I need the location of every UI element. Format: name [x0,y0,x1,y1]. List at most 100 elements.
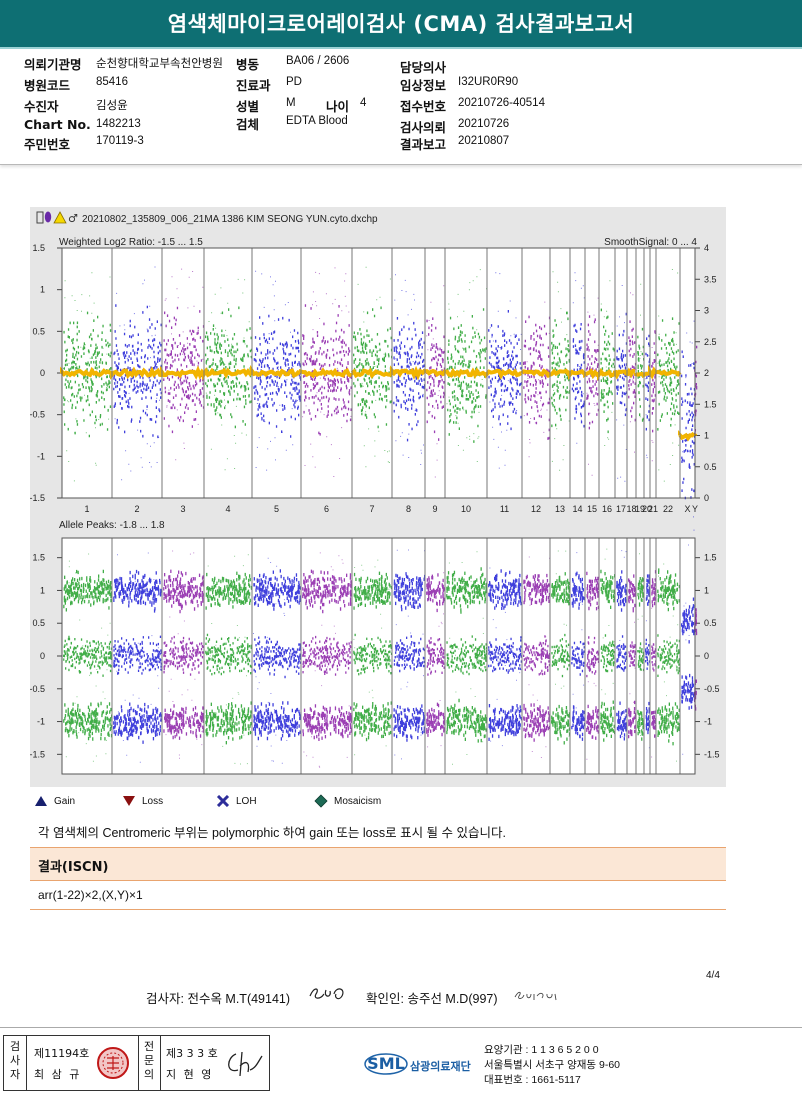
legend-loss: Loss [122,790,163,812]
allele-peak-points [353,701,392,742]
warning-icon [53,211,67,224]
log2-outliers [489,272,522,469]
allele-outliers [353,559,390,756]
smooth-signal [390,365,426,381]
allele-peak-points [393,635,425,673]
allele-outliers [448,551,484,765]
log2-points [657,317,680,431]
allele-outliers [616,550,627,738]
org-phone: 대표번호 : 1661-5117 [484,1074,581,1086]
footer: 검사자 제11194호 최 삼 규 전문의 제3 3 3 호 지 현 영 SML… [0,1027,802,1098]
chromosome-label: 8 [406,504,411,514]
log2-points [446,308,487,443]
allele-peak-points [600,569,616,609]
bottom-right-tick: 1.5 [704,553,717,563]
allele-peak-points [302,569,353,614]
allele-peak-points [488,704,523,741]
allele-peak-points [446,635,488,676]
top-left-tick: -1 [37,451,45,461]
specialist-signature-image [228,1051,263,1077]
value-sex: M [286,97,296,109]
allele-outliers [637,553,643,736]
allele-peak-points [393,704,426,742]
stamp-label-tester: 검사자 [9,1040,21,1081]
log2-outliers [355,266,391,468]
value-request-date: 20210726 [458,118,510,130]
chromosome-label: 11 [500,504,509,514]
log2-ratio-plot: 1.510.50-0.5-1-1.543.532.521.510.501 2 3 4 5… [30,243,717,531]
value-chart-no: 1482213 [96,118,141,130]
allele-outliers [302,552,350,768]
log2-outliers [651,347,654,462]
allele-peak-points [353,571,393,610]
log2-points [645,334,651,431]
label-physician: 담당의사 [400,60,447,75]
bottom-left-tick: 0 [40,651,45,661]
value-specimen: EDTA Blood [286,115,348,127]
confirmer-signature-image [514,991,557,1001]
patient-info: 의뢰기관명 순천향대학교부속천안병원 병원코드 85416 수진자 김성윤 Ch… [0,49,802,165]
allele-peak-points [600,634,615,673]
log2-outliers [645,355,650,459]
allele-outliers [253,557,297,764]
allele-peak-points [600,700,616,742]
legend-mosaicism: Mosaicism [314,790,381,812]
smooth-signal [597,367,617,382]
label-chart-no: Chart No. [24,117,91,132]
smooth-signal [654,369,682,377]
stamp-name-2: 지 현 영 [166,1068,214,1081]
legend-loss-label: Loss [142,795,164,807]
log2-points [205,306,253,429]
value-hospital-code: 85416 [96,76,128,88]
allele-peak-points [645,574,650,606]
chromosome-label: Y [692,504,698,514]
plot-filename: 20210802_135809_006_21MA 1386 KIM SEONG … [82,214,378,225]
tester-signature-image [309,988,344,1000]
log2-outliers [572,272,585,444]
smooth-signal [678,429,696,442]
chromosome-label: 3 [180,504,185,514]
top-right-tick: 1.5 [704,399,717,409]
bottom-left-tick: -1.5 [30,749,45,759]
label-requesting-institution: 의뢰기관명 [24,57,82,72]
allele-outliers [489,567,522,747]
marker-icon [44,211,52,223]
gain-icon [35,796,47,806]
smooth-signal [60,366,113,378]
label-report-date: 결과보고 [400,137,447,152]
log2-points [63,311,112,438]
allele-peak-points [651,643,657,672]
top-right-tick: 1 [704,431,709,441]
allele-outliers [651,578,656,758]
chromosome-label: 18 [626,504,636,514]
log2-outliers [255,270,298,471]
label-hospital-code: 병원코드 [24,78,71,93]
allele-peak-points [426,702,446,737]
smooth-signal [202,367,254,381]
chromosome-label: X [684,504,690,514]
top-left-tick: -1.5 [30,493,45,503]
chromosome-label: 1 [84,504,89,514]
chromosome-label: 21 [648,504,658,514]
smooth-signal [299,367,352,379]
weighted-log2-label: Weighted Log2 Ratio: -1.5 ... 1.5 [59,237,203,248]
cma-plot: ♂ 20210802_135809_006_21MA 1386 KIM SEON… [30,211,720,775]
bottom-right-tick: 0.5 [704,618,717,628]
top-right-tick: 4 [704,243,709,253]
label-accession-no: 접수번호 [400,99,447,114]
male-icon: ♂ [68,212,78,225]
log2-outliers [426,285,445,478]
chromosome-label: 7 [369,504,374,514]
org-name: 삼광의료재단 [410,1060,471,1073]
allele-peak-points [551,704,571,745]
allele-peak-points [637,577,644,607]
file-icon [36,211,44,224]
top-right-tick: 3 [704,306,709,316]
label-age: 나이 [326,99,350,114]
allele-outliers [427,572,445,748]
allele-peak-points [63,569,113,612]
allele-outliers [525,556,550,758]
value-ward: BA06 / 2606 [286,55,350,67]
allele-peak-points [446,698,487,743]
bottom-left-tick: 0.5 [32,618,45,628]
